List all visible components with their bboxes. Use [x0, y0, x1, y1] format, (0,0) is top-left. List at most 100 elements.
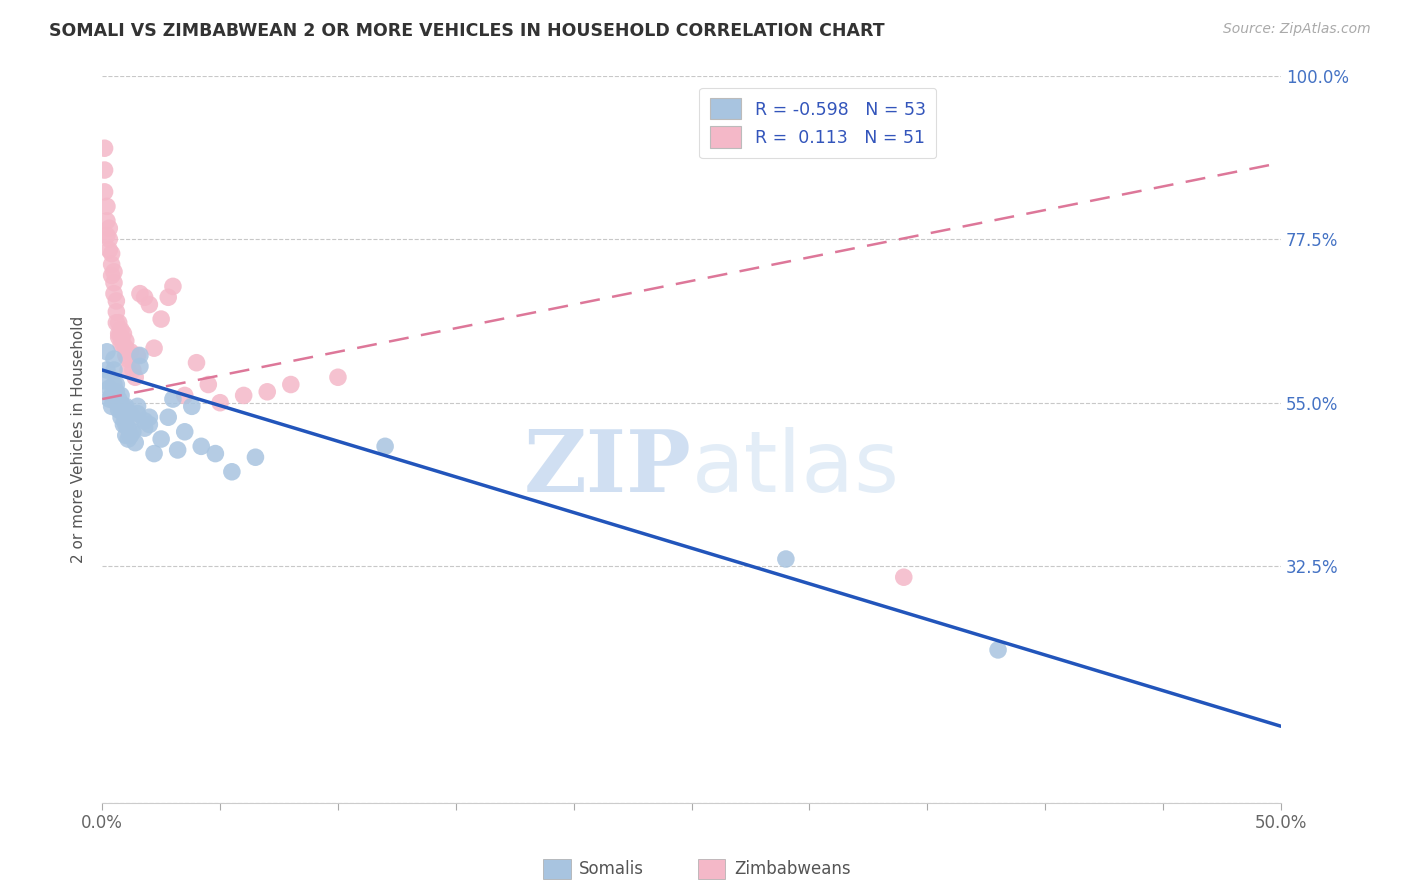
Point [96, 228, 118, 243]
Point [98, 381, 121, 395]
Point [114, 334, 136, 348]
Text: Source: ZipAtlas.com: Source: ZipAtlas.com [1223, 22, 1371, 37]
Point [105, 395, 128, 409]
Point [114, 400, 136, 414]
Point [186, 356, 208, 370]
Legend: R = -0.598   N = 53, R =  0.113   N = 51: R = -0.598 N = 53, R = 0.113 N = 51 [699, 87, 936, 158]
Point [100, 268, 122, 283]
Point [143, 447, 166, 461]
Point [138, 417, 160, 432]
Point [173, 425, 195, 439]
Point [112, 400, 135, 414]
Point [100, 388, 122, 402]
Point [150, 432, 173, 446]
Point [280, 377, 302, 392]
Point [326, 370, 349, 384]
Point [121, 425, 143, 439]
Point [96, 199, 118, 213]
Point [98, 221, 121, 235]
Point [103, 352, 125, 367]
Point [117, 421, 139, 435]
Text: SOMALI VS ZIMBABWEAN 2 OR MORE VEHICLES IN HOUSEHOLD CORRELATION CHART: SOMALI VS ZIMBABWEAN 2 OR MORE VEHICLES … [49, 22, 884, 40]
Point [107, 316, 129, 330]
Point [96, 363, 118, 377]
Point [129, 348, 152, 362]
Point [110, 410, 132, 425]
Point [221, 465, 243, 479]
Point [893, 570, 915, 584]
Point [100, 258, 122, 272]
Point [150, 312, 173, 326]
Point [143, 341, 166, 355]
Point [124, 370, 146, 384]
Point [987, 643, 1010, 657]
Point [134, 290, 156, 304]
Point [138, 410, 160, 425]
Text: atlas: atlas [692, 426, 900, 509]
Point [103, 286, 125, 301]
Point [93, 374, 115, 388]
Point [110, 330, 132, 344]
Point [134, 414, 156, 428]
Point [245, 450, 267, 465]
Y-axis label: 2 or more Vehicles in Household: 2 or more Vehicles in Household [72, 316, 86, 563]
Point [100, 246, 122, 260]
Point [107, 392, 129, 406]
Point [103, 363, 125, 377]
Point [105, 316, 128, 330]
Point [166, 442, 188, 457]
Point [173, 388, 195, 402]
Point [204, 447, 226, 461]
Point [117, 363, 139, 377]
Point [120, 344, 142, 359]
Point [127, 407, 149, 421]
Point [134, 421, 156, 435]
Point [124, 435, 146, 450]
Bar [697, 859, 725, 879]
Point [98, 232, 121, 246]
Point [93, 141, 115, 155]
Point [157, 290, 180, 304]
Point [129, 359, 152, 374]
Point [98, 243, 121, 257]
Bar [543, 859, 571, 879]
Point [96, 344, 118, 359]
Point [107, 403, 129, 417]
Point [775, 552, 797, 566]
Point [127, 400, 149, 414]
Point [117, 432, 139, 446]
Point [114, 428, 136, 442]
Point [197, 377, 219, 392]
Point [105, 377, 128, 392]
Point [162, 392, 184, 406]
Point [110, 400, 132, 414]
Point [114, 417, 136, 432]
Point [121, 363, 143, 377]
Text: ZIP: ZIP [524, 426, 692, 510]
Point [114, 341, 136, 355]
Text: Somalis: Somalis [579, 860, 644, 878]
Point [105, 305, 128, 319]
Point [93, 185, 115, 199]
Point [232, 388, 254, 402]
Point [110, 323, 132, 337]
Point [110, 388, 132, 402]
Point [103, 265, 125, 279]
Point [112, 407, 135, 421]
Point [114, 348, 136, 362]
Point [105, 384, 128, 399]
Point [157, 410, 180, 425]
Point [112, 337, 135, 351]
Point [256, 384, 278, 399]
Point [120, 428, 142, 442]
Point [121, 410, 143, 425]
Point [112, 417, 135, 432]
Point [138, 297, 160, 311]
Point [190, 439, 212, 453]
Point [98, 392, 121, 406]
Point [105, 293, 128, 308]
Point [93, 163, 115, 178]
Point [103, 377, 125, 392]
Point [107, 330, 129, 344]
Point [100, 400, 122, 414]
